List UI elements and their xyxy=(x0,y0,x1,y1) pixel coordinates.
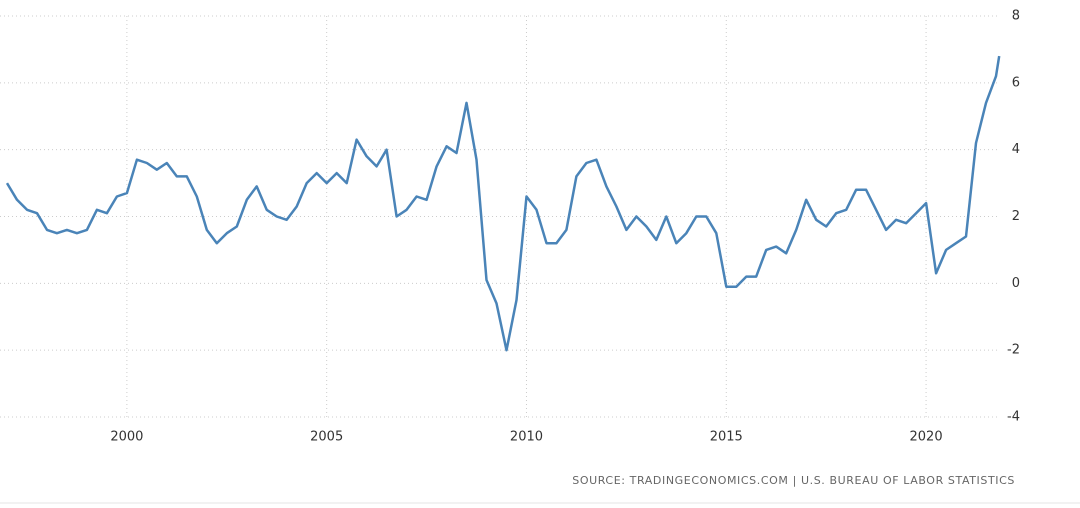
x-tick-label: 2000 xyxy=(110,430,143,445)
x-tick-label: 2020 xyxy=(910,430,943,445)
y-tick-label: 0 xyxy=(1012,276,1020,291)
source: SOURCE: TRADINGECONOMICS.COM | U.S. BURE… xyxy=(572,474,1015,487)
y-tick-label: 8 xyxy=(1012,9,1020,24)
x-tick-label: 2010 xyxy=(510,430,543,445)
y-tick-label: 2 xyxy=(1012,209,1020,224)
x-tick-label: 2005 xyxy=(310,430,343,445)
line xyxy=(5,55,1001,352)
y-tick-label: 4 xyxy=(1012,142,1020,157)
y-tick-label: 6 xyxy=(1012,75,1020,90)
x-tick-label: 2015 xyxy=(710,430,743,445)
y-tick-label: -2 xyxy=(1007,343,1020,358)
y-tick-label: -4 xyxy=(1007,410,1020,425)
